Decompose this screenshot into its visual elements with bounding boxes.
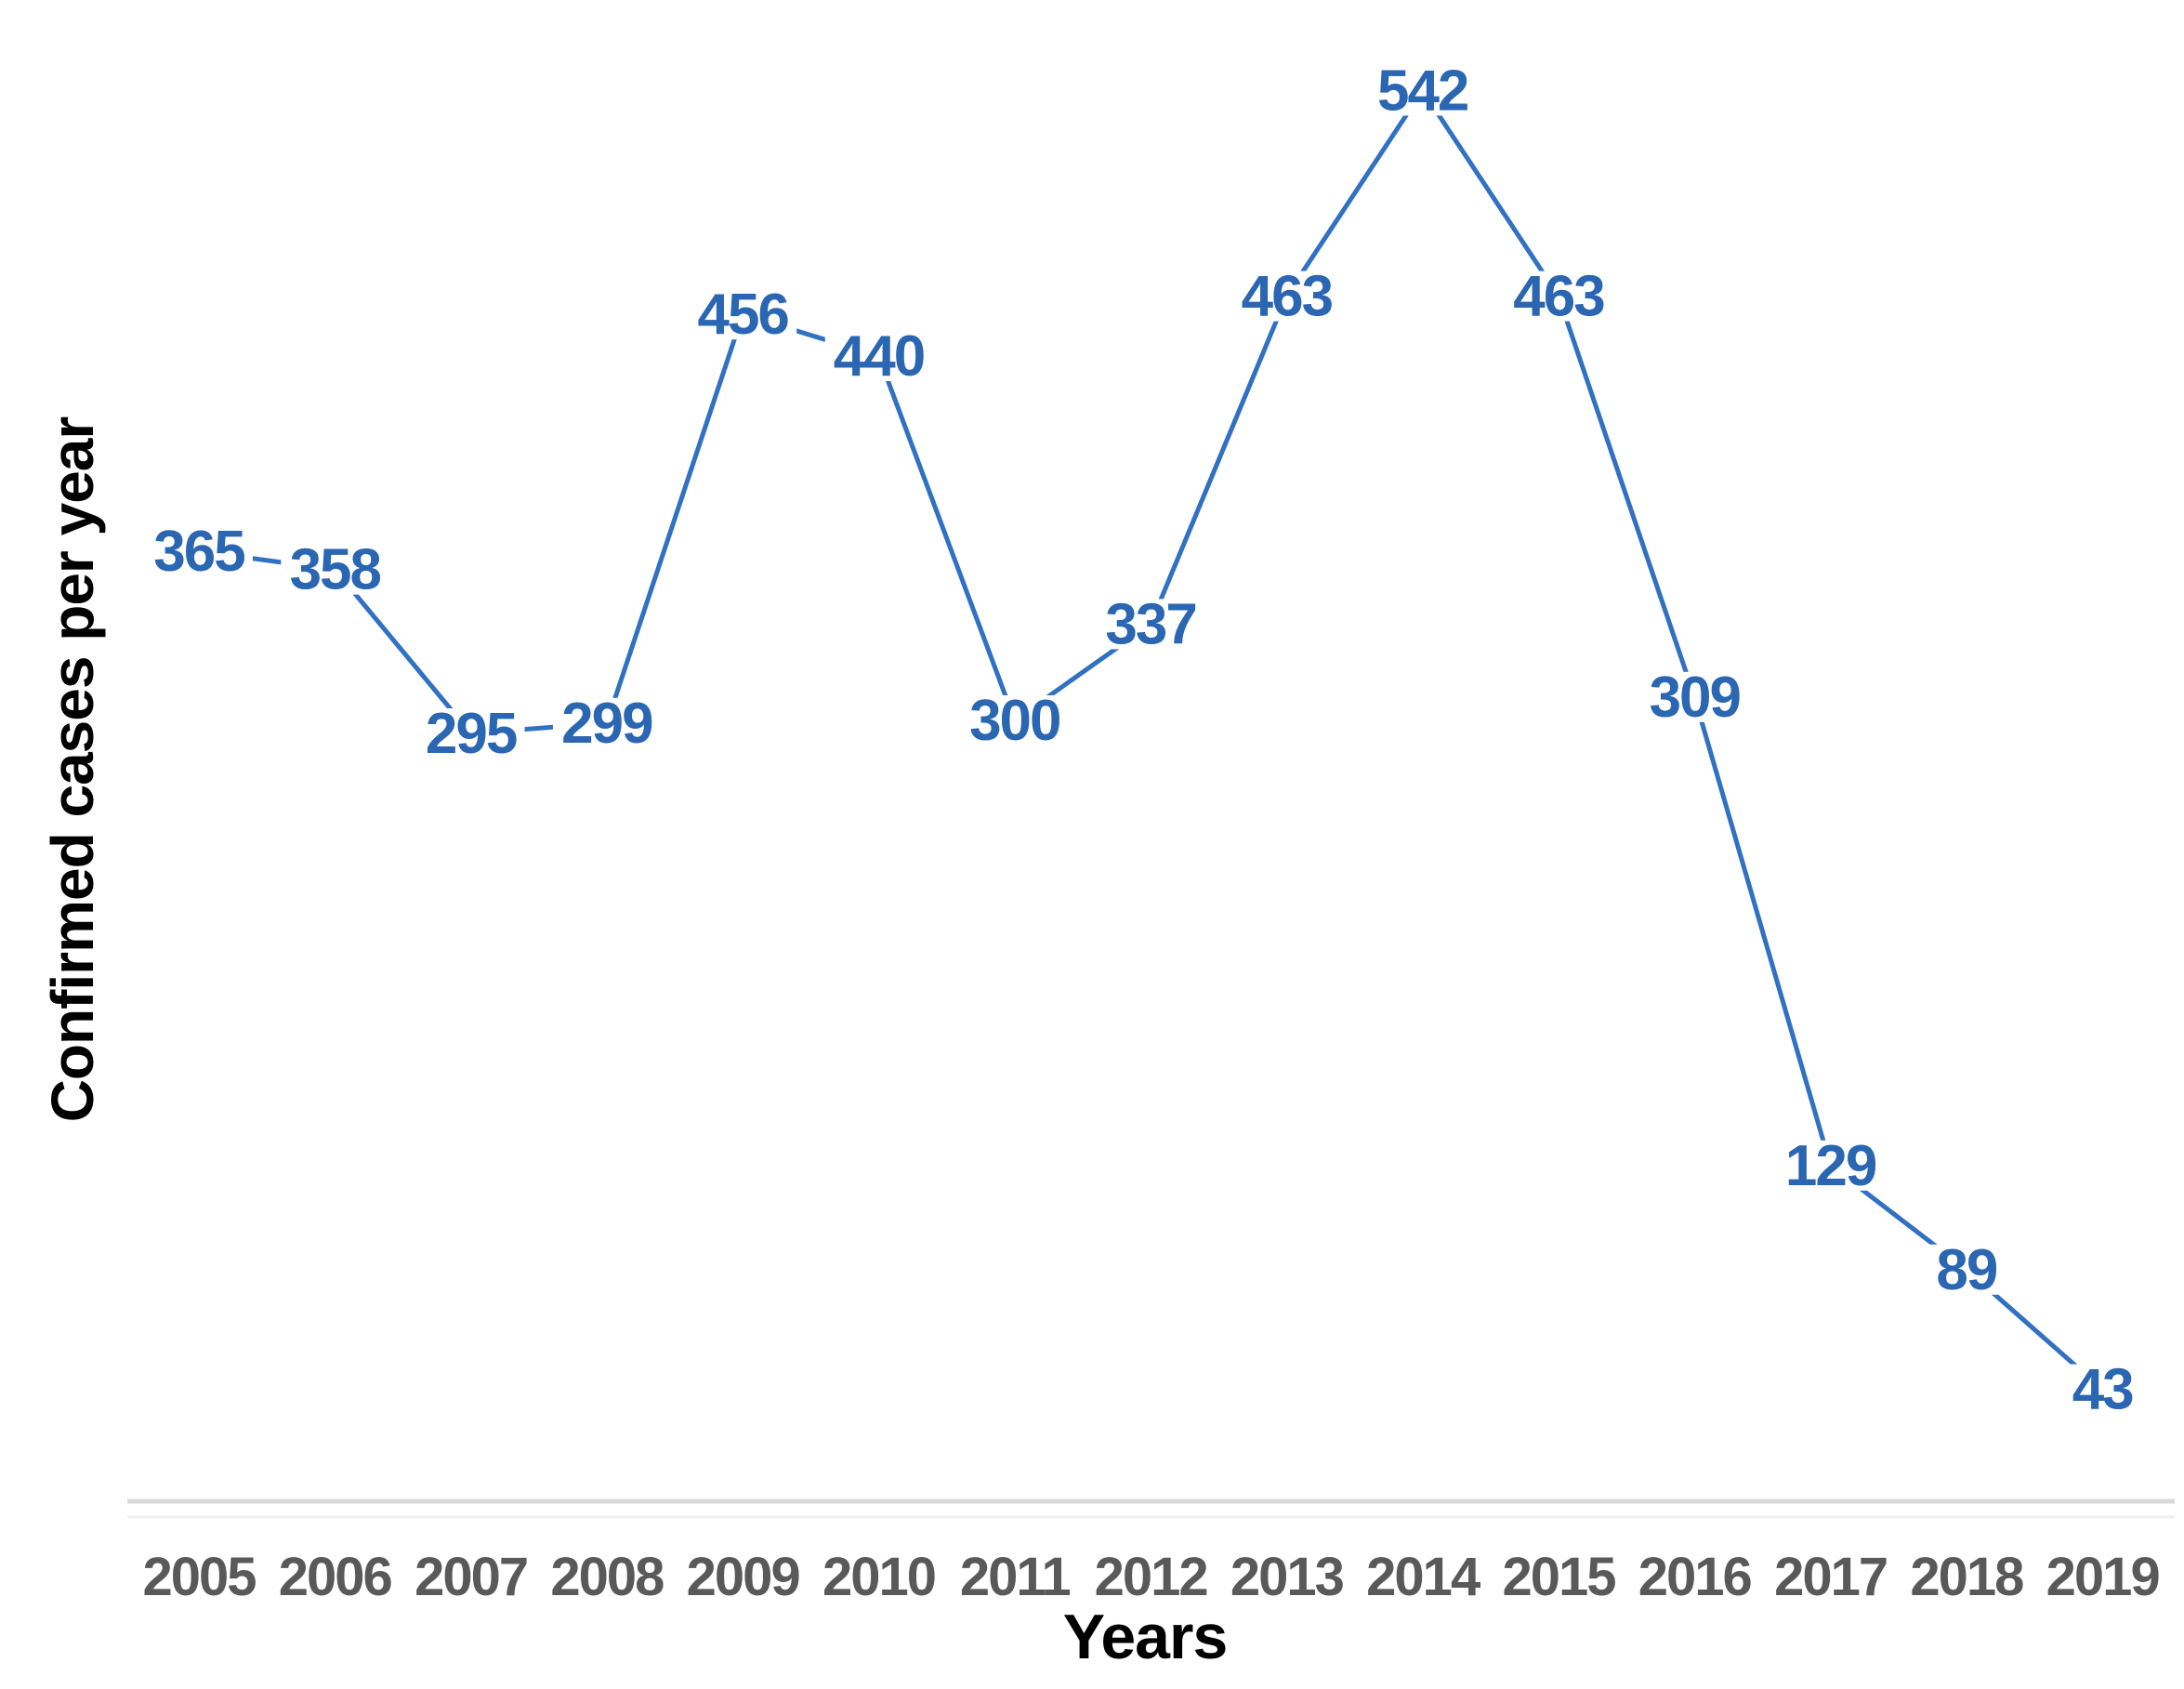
data-label: 365 xyxy=(153,520,244,584)
data-label-backing xyxy=(1368,65,1477,116)
data-label-backing xyxy=(1505,271,1612,322)
data-label: 463 xyxy=(1513,265,1604,329)
x-tick-label: 2014 xyxy=(1366,1547,1480,1607)
data-label-backing xyxy=(961,695,1069,746)
data-label: 89 xyxy=(1936,1238,1996,1302)
data-label: 300 xyxy=(969,689,1059,753)
data-label: 456 xyxy=(697,283,788,347)
data-label: 129 xyxy=(1785,1134,1876,1198)
data-label: 542 xyxy=(1377,59,1467,123)
data-label: 43 xyxy=(2072,1358,2133,1422)
data-label-backing xyxy=(2063,1364,2141,1415)
data-label: 463 xyxy=(1242,265,1333,329)
x-tick-label: 2005 xyxy=(142,1547,256,1607)
x-tick-label: 2013 xyxy=(1230,1547,1344,1607)
x-tick-label: 2011 xyxy=(960,1547,1071,1607)
data-label: 440 xyxy=(834,324,924,389)
data-label: 358 xyxy=(290,538,381,602)
x-tick-label: 2012 xyxy=(1095,1547,1207,1607)
x-tick-label: 2006 xyxy=(279,1547,392,1607)
data-label-backing xyxy=(824,331,933,381)
data-label: 299 xyxy=(561,692,652,756)
x-tick-label: 2010 xyxy=(822,1547,935,1607)
x-tick-label: 2007 xyxy=(414,1547,527,1607)
x-tick-label: 2009 xyxy=(687,1547,800,1607)
data-label-backing xyxy=(1097,599,1204,650)
data-label: 337 xyxy=(1105,592,1195,656)
data-label-backing xyxy=(1232,271,1341,322)
data-label-backing xyxy=(416,708,525,759)
data-label: 295 xyxy=(426,702,517,766)
x-tick-label: 2015 xyxy=(1502,1547,1615,1607)
x-tick-label: 2008 xyxy=(550,1547,664,1607)
x-tick-label: 2019 xyxy=(2046,1547,2160,1607)
y-axis-title: Confirmed cases per year xyxy=(39,416,106,1123)
data-label: 309 xyxy=(1650,666,1741,730)
data-label-backing xyxy=(145,526,253,576)
x-tick-label: 2016 xyxy=(1638,1547,1752,1607)
data-label-backing xyxy=(689,289,797,340)
data-label-backing xyxy=(1927,1244,2006,1295)
x-axis-title: Years xyxy=(1062,1602,1229,1672)
data-label-backing xyxy=(1640,671,1749,722)
x-tick-label: 2018 xyxy=(1910,1547,2023,1607)
x-tick-label: 2017 xyxy=(1774,1547,1887,1607)
data-label-backing xyxy=(552,697,661,748)
data-label-backing xyxy=(1776,1140,1885,1191)
data-label-backing xyxy=(281,544,389,595)
